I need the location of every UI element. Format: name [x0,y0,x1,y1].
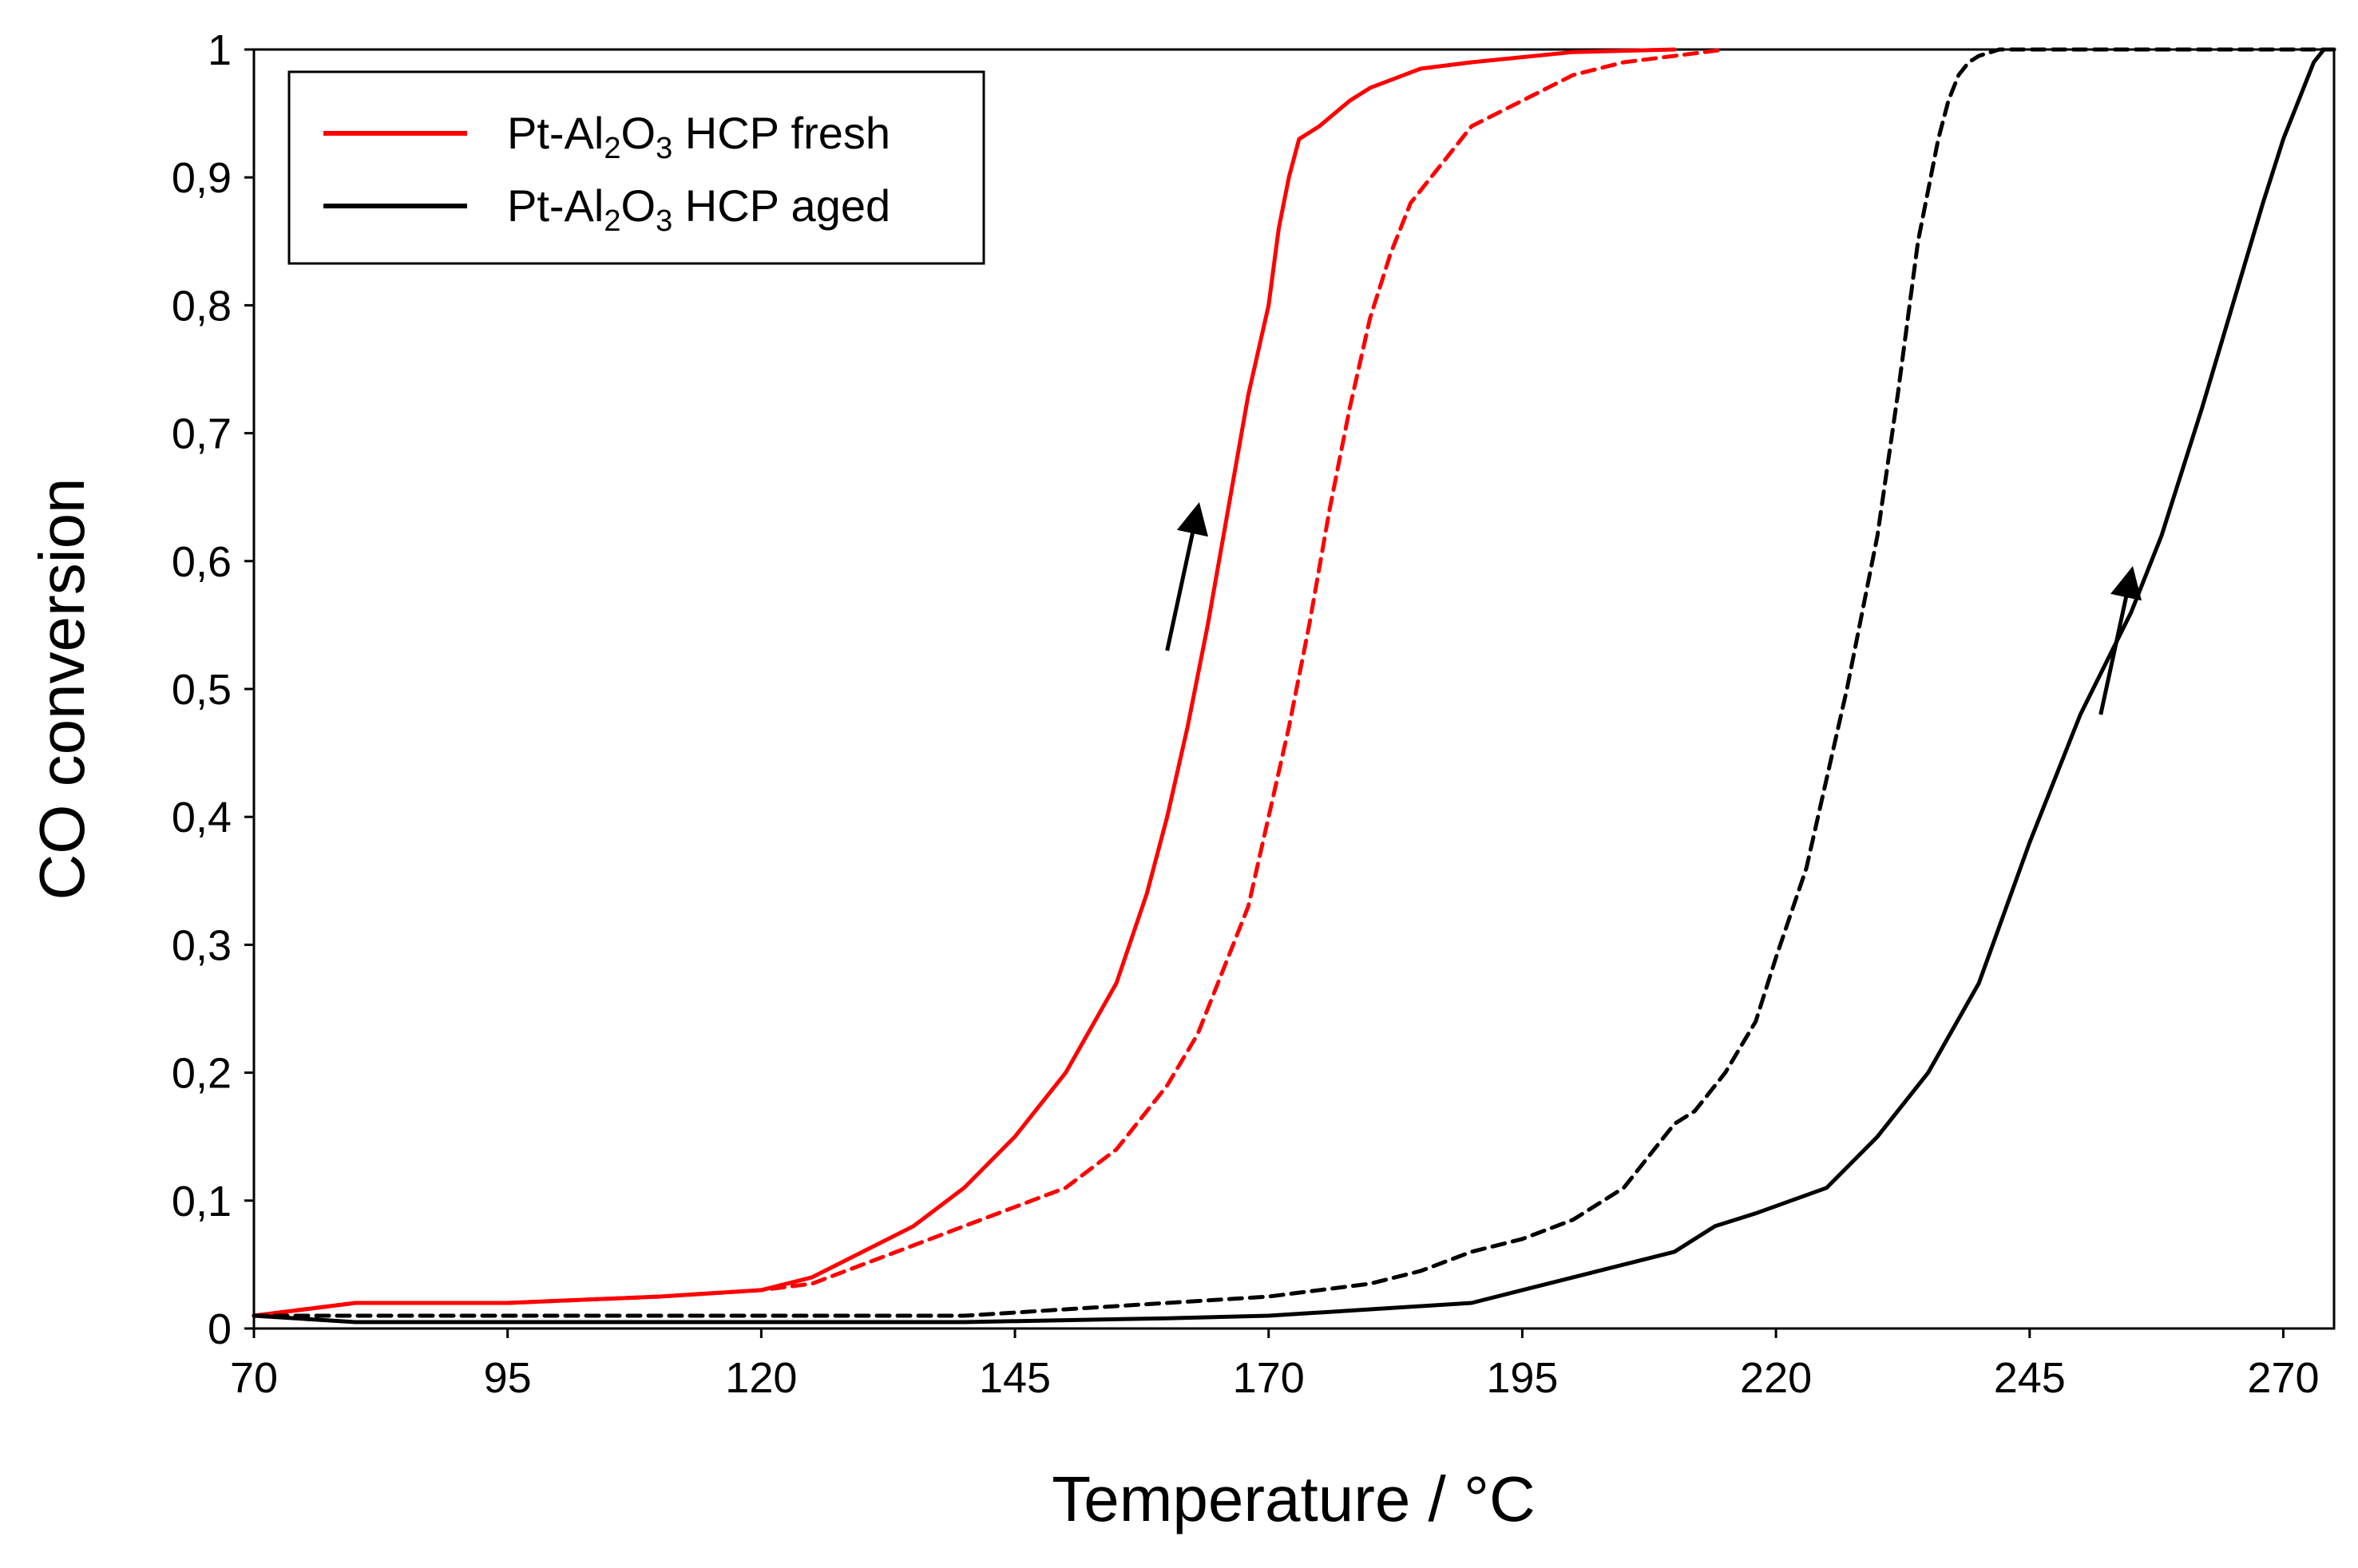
x-axis-ticks: 70 95 120 145 170 195 220 245 270 [230,1328,2320,1402]
x-tick-label: 70 [230,1354,278,1402]
series-line-1 [252,47,1728,1318]
series-layer [252,47,2336,1324]
y-tick-label: 0,7 [172,410,232,458]
y-tick-label: 0 [208,1305,232,1353]
y-axis-ticks: 0 0,1 0,2 0,3 0,4 0,5 0,6 0,7 0,8 0,9 1 [172,26,254,1353]
legend-label-fresh: Pt-Al2O3 HCP fresh [507,108,890,165]
y-tick-label: 0,3 [172,921,232,969]
y-tick-label: 0,1 [172,1178,232,1225]
legend-label-aged: Pt-Al2O3 HCP aged [507,180,890,238]
annotation-layer [1165,501,2142,715]
y-tick-label: 0,9 [172,154,232,202]
x-tick-label: 195 [1486,1354,1558,1402]
x-tick-label: 245 [1994,1354,2066,1402]
x-tick-label: 170 [1233,1354,1305,1402]
x-tick-label: 270 [2247,1354,2319,1402]
y-tick-label: 0,4 [172,794,232,841]
x-tick-label: 220 [1740,1354,1812,1402]
y-axis-title: CO conversion [26,477,97,900]
arrow-annotation-1 [2098,566,2142,715]
y-tick-label: 1 [208,26,232,74]
y-tick-label: 0,8 [172,282,232,330]
legend: Pt-Al2O3 HCP fresh Pt-Al2O3 HCP aged [287,70,985,265]
legend-box [287,70,985,265]
y-tick-label: 0,2 [172,1050,232,1098]
x-tick-label: 120 [725,1354,797,1402]
y-tick-label: 0,6 [172,538,232,586]
x-tick-label: 145 [979,1354,1051,1402]
arrow-annotation-0 [1165,501,1208,651]
series-line-0 [252,47,1677,1318]
series-line-3 [252,47,2336,1318]
x-axis-title: Temperature / °C [1052,1463,1536,1534]
x-tick-label: 95 [484,1354,532,1402]
series-line-2 [252,47,2336,1324]
y-tick-label: 0,5 [172,666,232,714]
